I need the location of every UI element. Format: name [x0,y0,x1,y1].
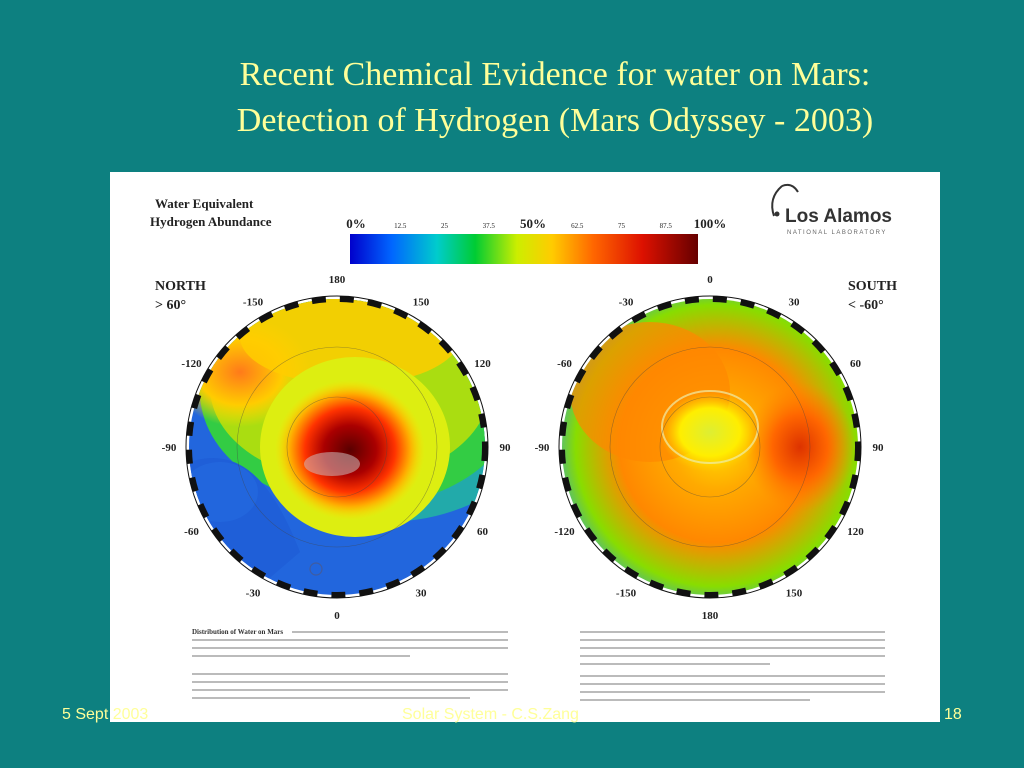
longitude-tick-label: 180 [329,274,346,286]
longitude-tick-label: 120 [474,358,491,370]
figure-captions: Distribution of Water on Mars [192,628,885,701]
scale-label: 62.5 [571,222,584,230]
longitude-tick-label: 30 [789,297,801,309]
caption-left-title: Distribution of Water on Mars [192,628,283,636]
longitude-tick-label: 180 [702,610,719,622]
longitude-tick-label: 60 [477,526,489,538]
scale-label: 50% [520,216,546,231]
logo-swoosh-icon [771,183,799,217]
caption-left-text-block [192,631,508,699]
slide-title-line-1: Recent Chemical Evidence for water on Ma… [239,56,871,93]
footer-title: Solar System - C.S.Zang [402,706,579,723]
longitude-tick-label: 30 [416,588,428,600]
north-label: NORTH [155,279,206,294]
hydrogen-map-figure: Water Equivalent Hydrogen Abundance 0% 12… [110,172,940,722]
longitude-tick-label: 150 [413,297,430,309]
longitude-tick-label: -30 [246,588,261,600]
south-label: SOUTH [848,279,897,294]
abundance-color-scale: 0% 12.5 25 37.5 50% 62.5 75 87.5 100% [346,216,726,264]
caption-right-text-block [580,631,885,701]
logo-subtext: NATIONAL LABORATORY [787,230,887,236]
scale-label: 0% [346,216,366,231]
longitude-tick-label: 0 [707,274,713,286]
north-polar-map [185,295,489,599]
legend-title-line-1: Water Equivalent [155,196,254,211]
longitude-tick-label: -120 [181,358,202,370]
longitude-tick-label: 60 [850,358,862,370]
north-latitude-label: > 60° [155,298,186,313]
scale-label: 37.5 [483,222,496,230]
figure-canvas: Water Equivalent Hydrogen Abundance 0% 12… [150,183,897,701]
slide-title: Recent Chemical Evidence for water on Ma… [110,52,1000,144]
south-latitude-label: < -60° [848,298,884,313]
scale-label: 12.5 [394,222,407,230]
longitude-tick-label: 90 [873,442,885,454]
longitude-tick-label: -90 [535,442,550,454]
logo-text: Los Alamos [785,206,892,227]
footer-date: 5 Sept 2003 [62,706,149,723]
slide-number: 18 [944,706,962,723]
longitude-tick-label: -60 [184,526,199,538]
slide-title-line-2: Detection of Hydrogen (Mars Odyssey - 20… [236,102,874,139]
scale-label: 100% [694,216,727,231]
longitude-tick-label: 0 [334,610,340,622]
scale-label: 87.5 [660,222,673,230]
scale-label: 25 [441,222,449,230]
south-polar-map [558,295,862,599]
longitude-tick-label: -60 [557,358,572,370]
color-scale-bar [350,234,698,264]
longitude-tick-label: -150 [616,588,637,600]
longitude-tick-label: -30 [619,297,634,309]
longitude-tick-label: 120 [847,526,864,538]
longitude-tick-label: -90 [162,442,177,454]
scale-label: 75 [618,222,626,230]
longitude-tick-label: 150 [786,588,803,600]
longitude-tick-label: -150 [243,297,264,309]
longitude-tick-label: 90 [500,442,512,454]
longitude-tick-label: -120 [554,526,575,538]
los-alamos-logo: Los Alamos NATIONAL LABORATORY [771,183,892,236]
legend-title-line-2: Hydrogen Abundance [150,214,272,229]
